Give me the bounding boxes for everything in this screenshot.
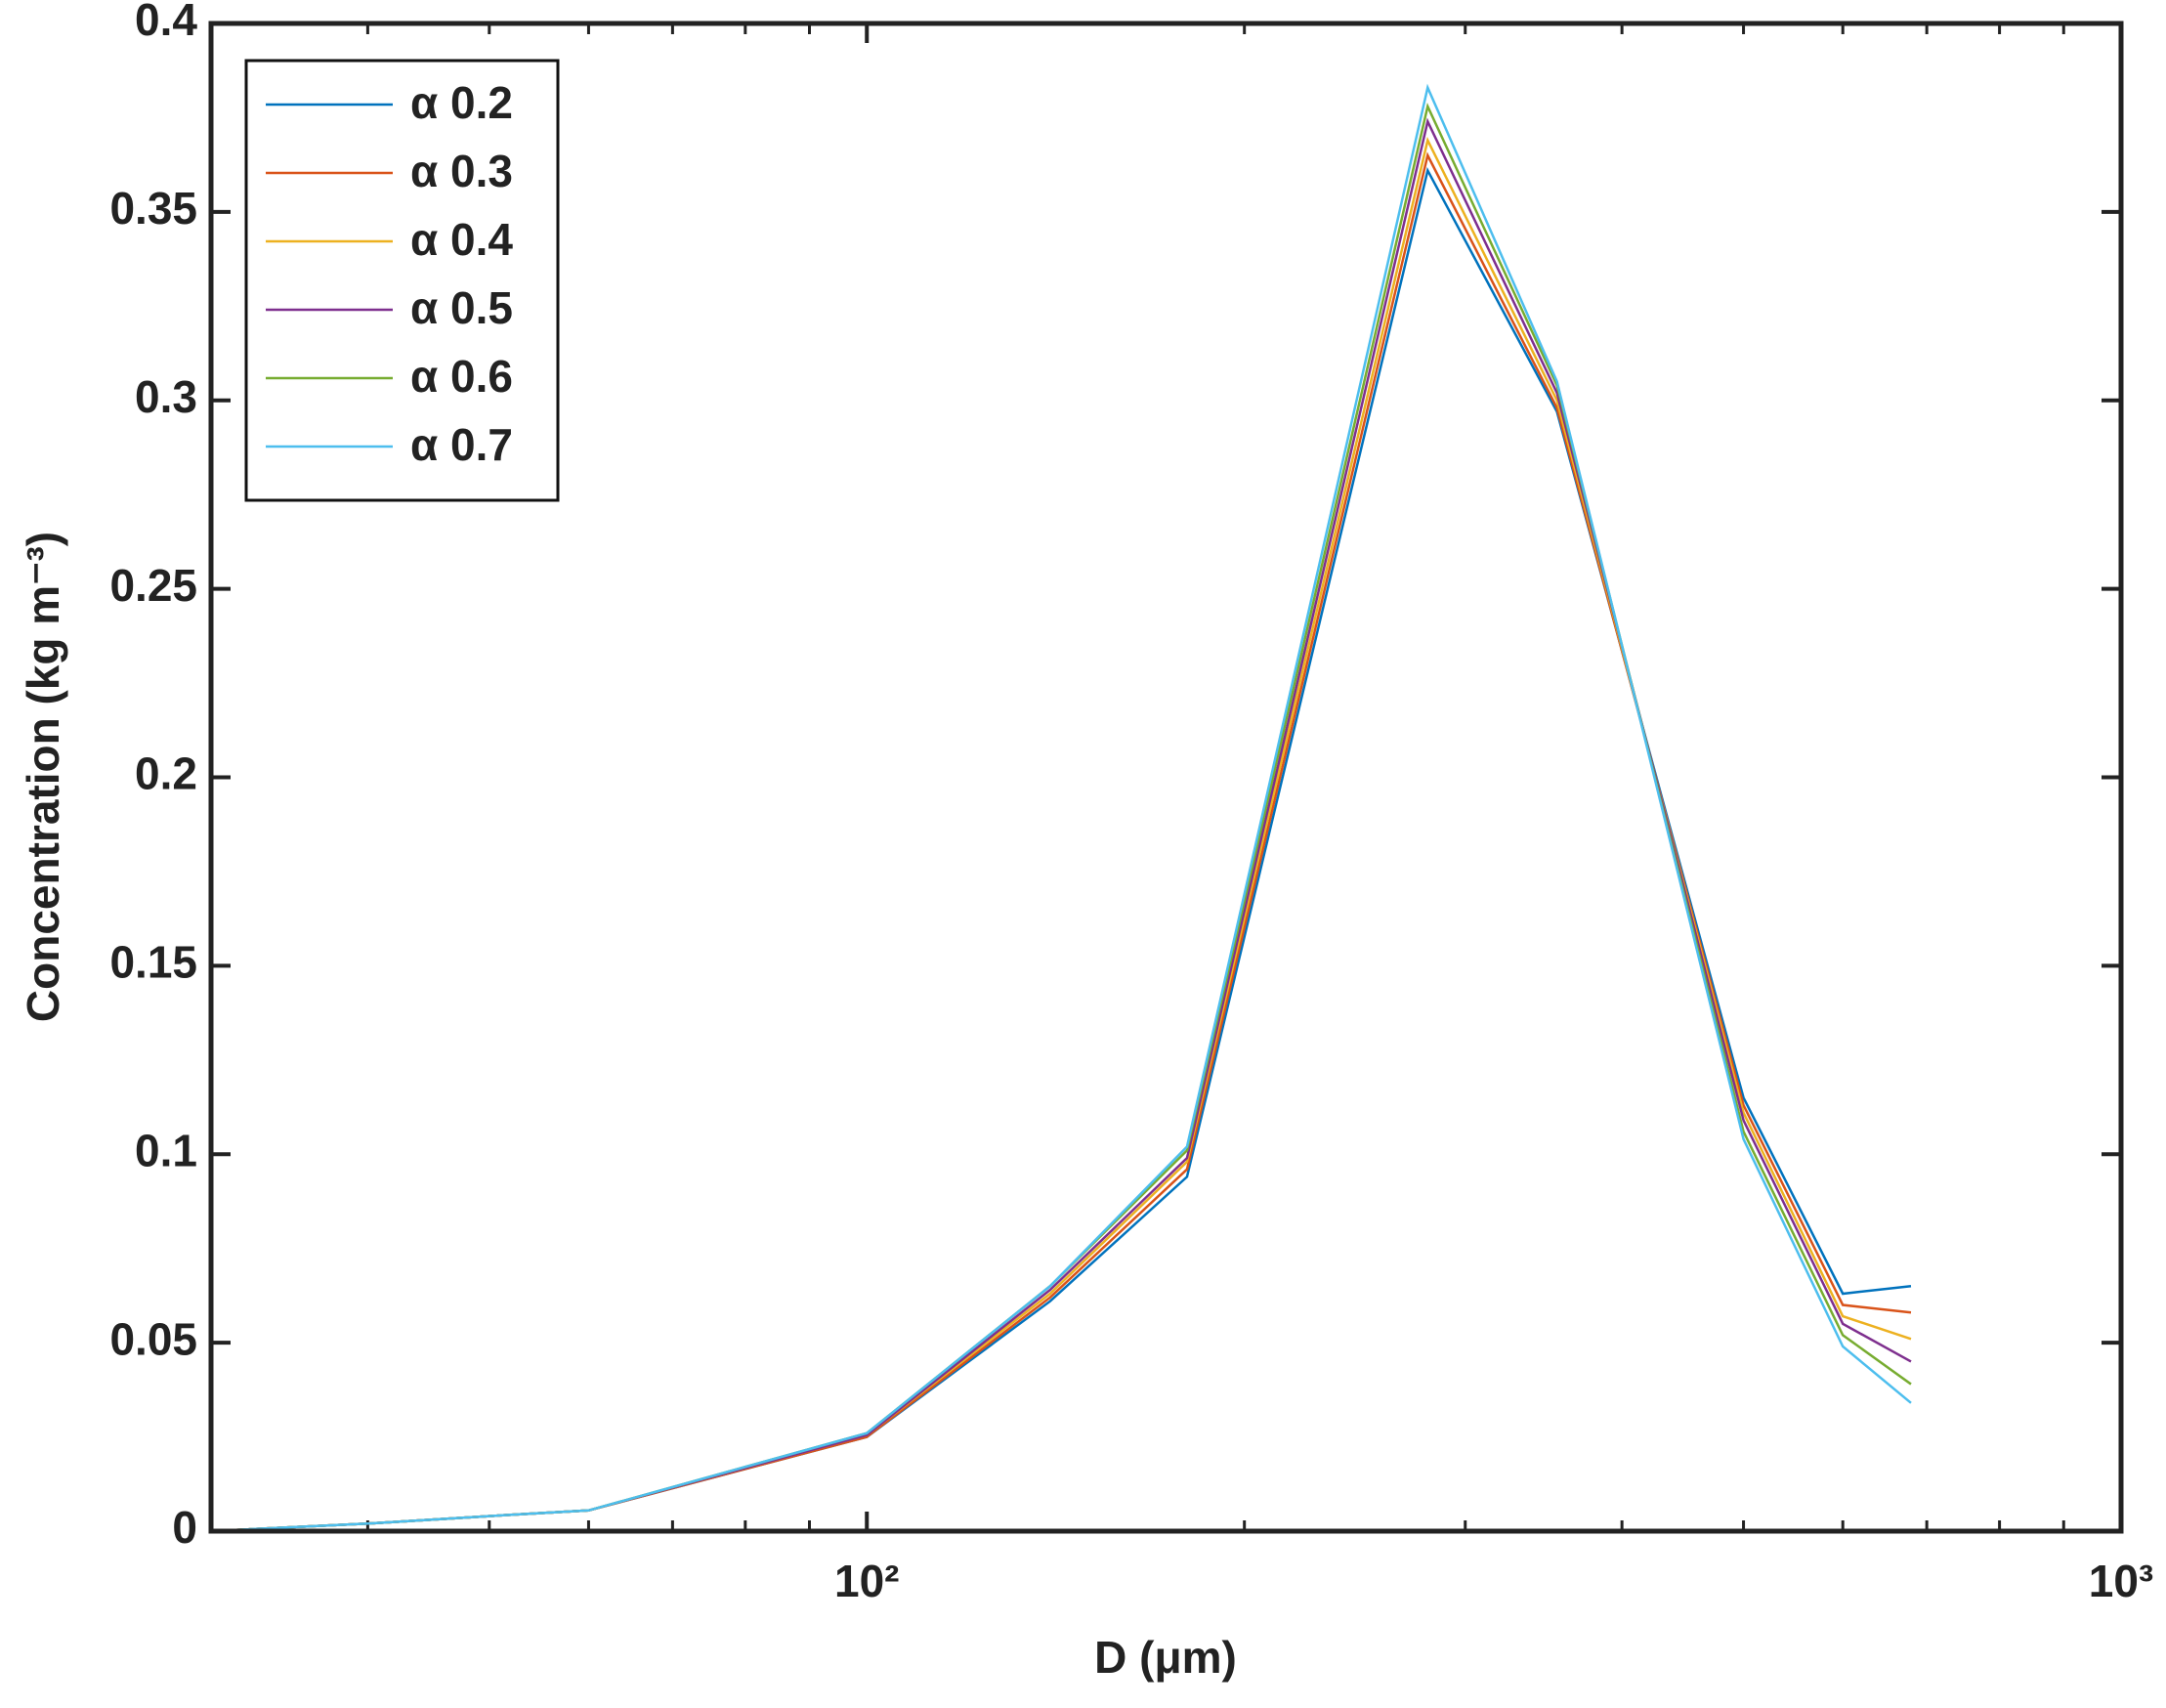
y-tick-label: 0: [172, 1502, 197, 1553]
y-tick-label: 0.1: [135, 1125, 197, 1175]
y-tick-label: 0.35: [109, 183, 197, 234]
x-tick-label: 10³: [2089, 1556, 2153, 1606]
x-axis-label: D (μm): [1094, 1632, 1237, 1683]
y-tick-label: 0.15: [109, 937, 197, 988]
y-tick-label: 0.2: [135, 748, 197, 799]
plot-frame: [208, 21, 2124, 1534]
y-tick-label: 0.05: [109, 1313, 197, 1364]
y-axis-label: Concentration (kg m⁻³): [18, 532, 68, 1022]
y-tick-label: 0.3: [135, 371, 197, 422]
line: [210, 83, 1912, 1533]
legend-label: α 0.5: [410, 282, 513, 333]
legend-box: [244, 59, 560, 502]
legend-label: α 0.2: [410, 77, 513, 128]
y-tick-label: 0.25: [109, 560, 197, 611]
y-tick-label: 0.4: [135, 0, 197, 45]
x-tick-label: 10²: [834, 1556, 899, 1606]
legend-label: α 0.7: [410, 419, 513, 470]
legend-label: α 0.6: [410, 351, 513, 402]
legend-label: α 0.3: [410, 146, 513, 196]
legend-label: α 0.4: [410, 214, 513, 265]
